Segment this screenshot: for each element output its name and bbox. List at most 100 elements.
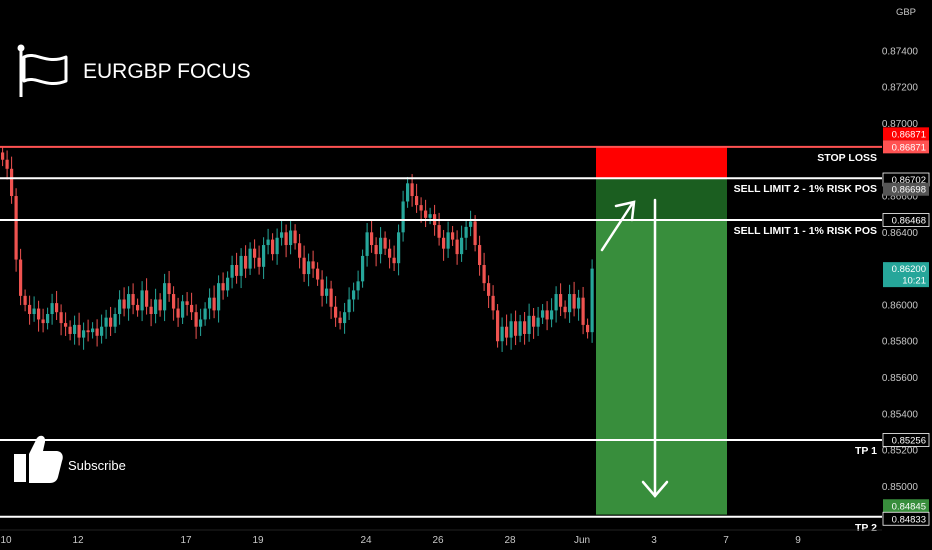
current-price-text: 0.86200 (892, 264, 926, 275)
candle-body (140, 290, 144, 311)
candle-body (149, 306, 153, 315)
candle-body (208, 297, 212, 309)
candle-body (518, 321, 522, 336)
tp1-label: TP 1 (855, 445, 877, 457)
candle-body (563, 306, 567, 313)
candle-body (163, 283, 167, 311)
candle-body (100, 326, 104, 336)
candle-body (473, 221, 477, 246)
candle-body (550, 310, 554, 320)
candle-body (302, 257, 306, 275)
candle-body (82, 330, 86, 338)
stop-loss-tag-text: 0.86871 (892, 142, 926, 153)
candle-body (343, 312, 347, 324)
candle-body (415, 196, 419, 206)
stop-loss-zone (596, 146, 727, 179)
subscribe-link[interactable]: Subscribe (68, 458, 126, 473)
candle-body (158, 299, 162, 311)
candle-body (23, 295, 27, 305)
target-zone (596, 219, 727, 515)
thumbs-up-icon[interactable] (14, 435, 63, 483)
candle-body (311, 261, 315, 269)
candle-body (545, 310, 549, 320)
candle-body (59, 312, 63, 324)
candle-body (95, 328, 99, 336)
time-axis[interactable]: 10 12 17 19 24 26 28 Jun 3 7 9 (0, 529, 882, 546)
candle-body (442, 237, 446, 249)
candle-body (253, 248, 257, 258)
candle-body (239, 255, 243, 276)
candle-body (581, 297, 585, 325)
candle-body (388, 248, 392, 258)
candle-body (284, 232, 288, 246)
candle-body (455, 239, 459, 255)
candle-body (464, 226, 468, 238)
sell-limit-1-label: SELL LIMIT 1 - 1% RISK POS (734, 225, 877, 237)
price-tick-label: 0.85600 (882, 373, 919, 384)
stop-loss-tag (883, 140, 929, 154)
candle-body (352, 290, 356, 300)
price-tick-label: 0.85000 (882, 482, 919, 493)
candle-body (289, 230, 293, 246)
candle-body (77, 324, 81, 338)
sell-limit-1-tag-text: 0.86468 (892, 215, 926, 226)
candle-body (86, 330, 90, 333)
candle-body (428, 214, 432, 218)
candle-body (46, 314, 50, 324)
time-tick-label: 7 (723, 535, 729, 546)
stop-loss-upper-tag (883, 127, 929, 141)
currency-label: GBP (896, 7, 916, 18)
candle-body (37, 308, 41, 320)
current-price-tag (883, 262, 929, 288)
candle-body (572, 294, 576, 309)
page-title: EURGBP FOCUS (83, 60, 251, 83)
candle-body (347, 299, 351, 313)
candle-body (275, 237, 279, 255)
candle-body (55, 303, 59, 313)
time-tick-label: 12 (72, 535, 84, 546)
sell-limit-2-label: SELL LIMIT 2 - 1% RISK POS (734, 183, 877, 195)
candle-body (505, 326, 509, 338)
candle-body (293, 230, 297, 244)
time-tick-label: Jun (574, 535, 590, 546)
candle-body (199, 319, 203, 327)
price-tick-label: 0.85800 (882, 337, 919, 348)
tp1-tag-text: 0.85256 (892, 435, 926, 446)
time-tick-label: 10 (0, 535, 12, 546)
candle-body (361, 255, 365, 282)
candle-body (379, 237, 383, 255)
stop-loss-label: STOP LOSS (817, 152, 877, 164)
candle-body (185, 301, 189, 305)
candle-body (491, 295, 495, 311)
candle-body (235, 265, 239, 276)
candle-body (586, 324, 590, 333)
candle-body (41, 319, 45, 324)
candle-body (320, 279, 324, 296)
time-tick-label: 24 (360, 535, 372, 546)
candle-body (221, 283, 225, 291)
up-arrow-icon (600, 200, 636, 252)
time-tick-label: 26 (432, 535, 444, 546)
countdown-text: 10:21 (902, 276, 926, 287)
candle-body (176, 308, 180, 318)
candle-body (118, 299, 122, 315)
candle-body (127, 294, 131, 309)
price-tick-label: 0.86400 (882, 228, 919, 239)
candle-body (73, 324, 77, 334)
candlestick-series (1, 146, 594, 352)
time-tick-label: 3 (651, 535, 657, 546)
candle-body (338, 317, 342, 324)
sell-limit-1-tag (882, 213, 930, 227)
tp1-tag (882, 433, 930, 447)
candle-body (590, 268, 594, 333)
candle-body (136, 304, 140, 311)
candle-body (397, 232, 401, 264)
candle-body (365, 232, 369, 256)
candle-body (230, 265, 234, 278)
candle-body (532, 315, 536, 327)
candle-body (68, 326, 72, 334)
candle-body (554, 294, 558, 311)
candle-body (28, 304, 32, 315)
tp2-tag-text: 0.84833 (892, 514, 926, 525)
